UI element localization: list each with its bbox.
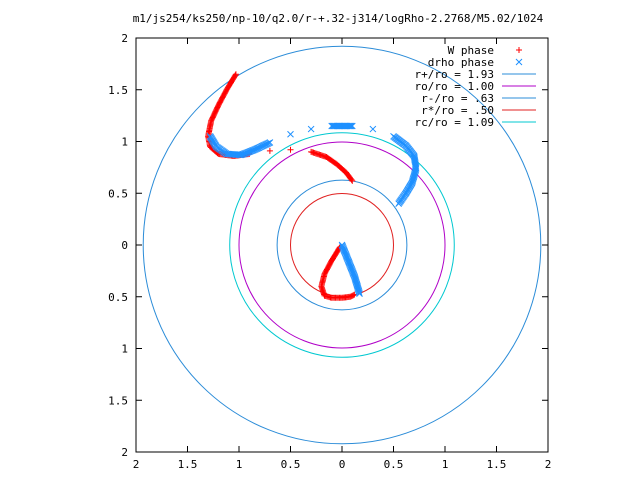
data-point [266, 139, 274, 146]
data-point [287, 130, 294, 138]
y-tick-label: 2 [121, 446, 128, 459]
x-tick-label: 0 [339, 458, 346, 471]
legend-label: ro/ro = 1.00 [415, 80, 494, 93]
data-point [350, 292, 357, 299]
legend-label: rc/ro = 1.09 [415, 116, 494, 129]
data-point [347, 122, 355, 130]
y-tick-label: 1 [121, 136, 128, 149]
legend-swatch [516, 47, 522, 53]
data-point [287, 146, 294, 153]
series-layer [205, 71, 420, 301]
data-point [348, 122, 356, 130]
x-tick-label: 0.5 [281, 458, 301, 471]
y-tick-label: 0 [121, 239, 128, 252]
y-tick-label: 0.5 [108, 187, 128, 200]
x-tick-label: 2 [545, 458, 552, 471]
y-tick-label: 2 [121, 32, 128, 45]
legend-label: W phase [448, 44, 494, 57]
data-point [356, 290, 363, 297]
data-point [355, 289, 363, 296]
chart-title: m1/js254/ks250/np-10/q2.0/r-+.32-j314/lo… [133, 12, 544, 25]
x-tick-label: 1 [236, 458, 243, 471]
legend-label: r+/ro = 1.93 [415, 68, 494, 81]
data-point [395, 200, 403, 207]
y-tick-label: 1.5 [108, 84, 128, 97]
y-tick-label: 0.5 [108, 291, 128, 304]
x-tick-label: 1.5 [178, 458, 198, 471]
x-tick-label: 0.5 [384, 458, 404, 471]
y-tick-label: 1.5 [108, 394, 128, 407]
data-point [409, 177, 417, 184]
x-tick-label: 1 [442, 458, 449, 471]
y-tick-label: 1 [121, 343, 128, 356]
data-point [346, 122, 354, 130]
data-point [266, 147, 273, 154]
circle-1 [238, 141, 446, 349]
ticks-layer: 2 1.5 1 0.5 0 0.5 1 1.5 221.510.500.511.52 [108, 32, 551, 471]
legend-label: r*/ro = .50 [421, 104, 494, 117]
legend-swatch [515, 58, 523, 66]
circle-0 [142, 45, 542, 445]
plot-area [142, 45, 542, 445]
legend-label: drho phase [428, 56, 494, 69]
circle-4 [229, 132, 455, 358]
data-point [348, 176, 355, 183]
data-point [409, 178, 416, 186]
x-tick-label: 2 [133, 458, 140, 471]
circle-2 [276, 179, 408, 311]
data-point [349, 177, 356, 184]
data-point [307, 125, 315, 133]
series-1 [206, 122, 420, 297]
x-tick-label: 1.5 [487, 458, 507, 471]
data-point [369, 125, 377, 133]
legend-label: r-/ro = .63 [421, 92, 494, 105]
data-point [355, 287, 363, 295]
